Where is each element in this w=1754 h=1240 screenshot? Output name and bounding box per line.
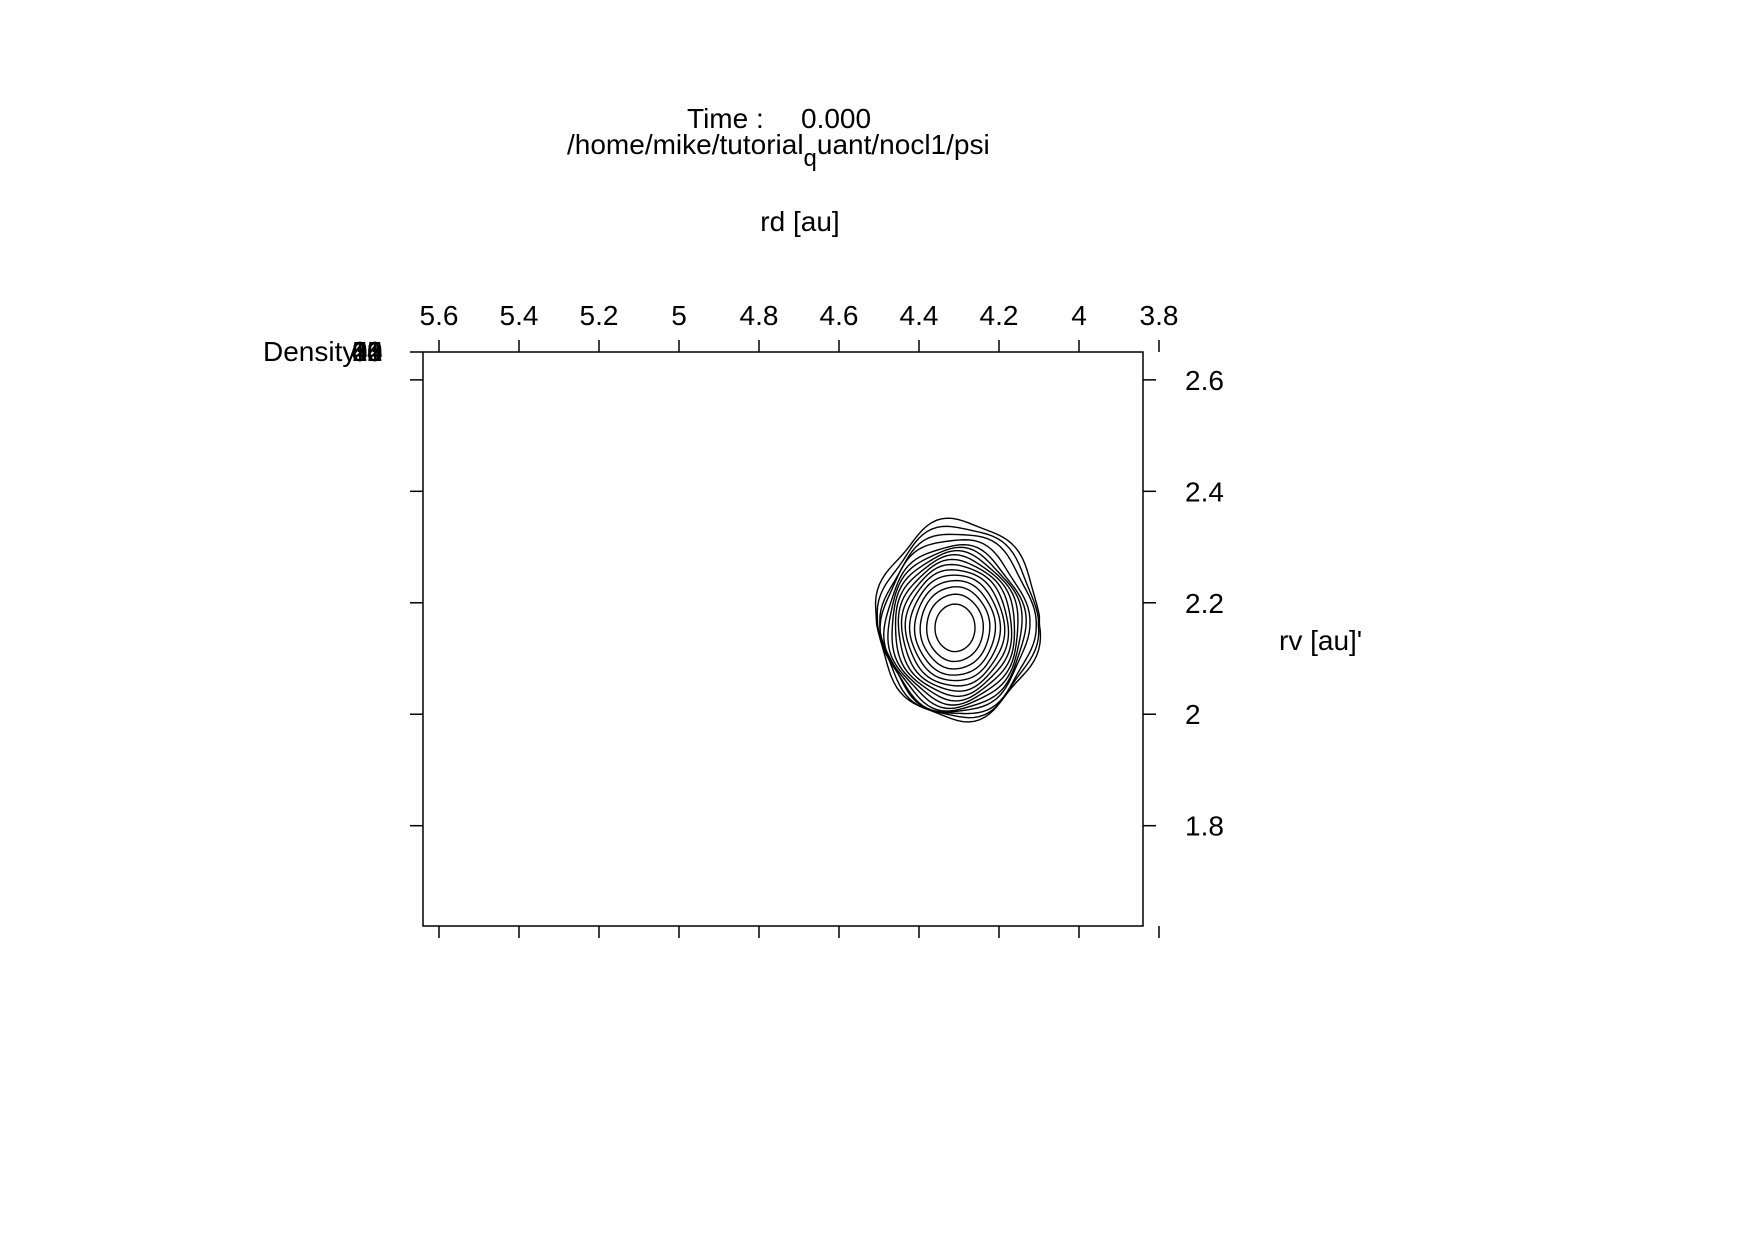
z-overlap-digit-second: 3 bbox=[367, 336, 383, 367]
chart-title-time: Time : 0.000 bbox=[687, 103, 871, 134]
x-tick-label: 3.8 bbox=[1140, 300, 1179, 331]
density-contour bbox=[934, 603, 976, 653]
y-tick-label: 2.2 bbox=[1185, 588, 1224, 619]
x-tick-label: 5.4 bbox=[500, 300, 539, 331]
z-overlap-digit-second: 5 bbox=[367, 336, 383, 367]
z-overlap-digit-second: 1 bbox=[367, 336, 383, 367]
density-contour bbox=[919, 586, 991, 670]
x-tick-label: 4 bbox=[1071, 300, 1087, 331]
z-overlap-digit: 2 bbox=[352, 336, 368, 367]
density-contour bbox=[904, 569, 1006, 687]
z-overlap-digit-second: 0 bbox=[367, 336, 383, 367]
density-contour bbox=[883, 543, 1027, 712]
y-axis-label: rv [au]' bbox=[1279, 625, 1362, 656]
density-contour bbox=[891, 550, 1019, 706]
z-overlap-digit: 4 bbox=[352, 336, 368, 367]
chart-title-path: /home/mike/tutorialquant/nocl1/psi bbox=[567, 129, 990, 172]
x-tick-label: 4.4 bbox=[900, 300, 939, 331]
density-contour bbox=[925, 593, 985, 663]
y-tick-label: 2.4 bbox=[1185, 476, 1224, 507]
z-overlap-digit: 1 bbox=[352, 336, 368, 367]
title-time-label: Time : bbox=[687, 103, 764, 134]
z-overlap-digit: 5 bbox=[352, 336, 368, 367]
density-contour bbox=[876, 525, 1040, 719]
density-contour bbox=[879, 533, 1037, 715]
density-contour bbox=[908, 574, 1002, 682]
density-contour bbox=[894, 554, 1016, 702]
x-tick-label: 4.6 bbox=[820, 300, 859, 331]
x-tick-label: 4.8 bbox=[740, 300, 779, 331]
y-tick-label: 1.8 bbox=[1185, 811, 1224, 842]
z-overlap-digit-second: 2 bbox=[367, 336, 383, 367]
title-path-subscript: q bbox=[804, 145, 817, 172]
z-overlap-digit: 0 bbox=[352, 336, 368, 367]
z-overlap-digit: 3 bbox=[352, 336, 368, 367]
x-axis-ticks: 5.6 5.4 5.2 5 4.8 4.6 4.4 4.2 4 3.8 bbox=[420, 300, 1179, 938]
x-tick-label: 4.2 bbox=[980, 300, 1019, 331]
title-time-value: 0.000 bbox=[801, 103, 871, 134]
z-axis-label: Density bbox=[263, 336, 356, 367]
density-contour bbox=[897, 558, 1013, 698]
z-overlap-digit-second: 4 bbox=[367, 336, 383, 367]
density-contours bbox=[874, 517, 1042, 723]
title-path-suffix: uant/nocl1/psi bbox=[817, 129, 990, 160]
y-axis-ticks: 2.6 2.4 2.2 2 1.8 bbox=[410, 365, 1224, 842]
density-contour bbox=[900, 563, 1010, 692]
x-tick-label: 5.6 bbox=[420, 300, 459, 331]
y-tick-label: 2.6 bbox=[1185, 365, 1224, 396]
y-tick-label: 2 bbox=[1185, 699, 1201, 730]
title-path-prefix: /home/mike/tutorial bbox=[567, 129, 804, 160]
density-contour bbox=[887, 546, 1023, 710]
plot-frame bbox=[422, 351, 1144, 927]
x-tick-label: 5.2 bbox=[580, 300, 619, 331]
x-axis-label: rd [au] bbox=[760, 206, 839, 237]
density-contour bbox=[879, 539, 1031, 713]
density-contour bbox=[913, 579, 997, 676]
x-tick-label: 5 bbox=[671, 300, 687, 331]
